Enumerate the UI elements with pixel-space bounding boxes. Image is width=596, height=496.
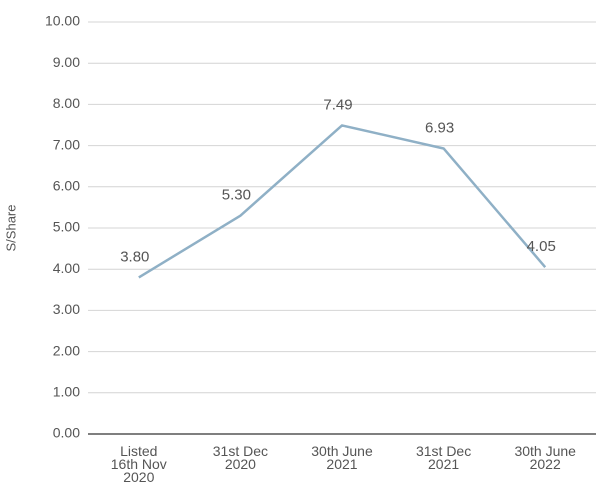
y-tick-label: 1.00 xyxy=(53,384,80,400)
x-tick-label-line: 16th Nov xyxy=(111,456,167,472)
x-tick-label: 30th June 2022 xyxy=(514,443,576,472)
y-tick-label: 3.00 xyxy=(53,301,80,317)
x-tick-label-line: 30th June xyxy=(311,443,373,459)
y-tick-label: 4.00 xyxy=(53,260,80,276)
x-tick-label-line: 2020 xyxy=(123,469,154,485)
y-tick-label: 5.00 xyxy=(53,219,80,235)
x-tick-label: Listed 16th Nov 2020 xyxy=(111,443,167,485)
line xyxy=(138,124,547,279)
x-tick-label-line: 31st Dec xyxy=(416,443,471,459)
x-tick-label-line: 2021 xyxy=(326,456,357,472)
x-tick-label-line: 2022 xyxy=(530,456,561,472)
x-tick-label: 31st Dec 2020 xyxy=(213,443,268,472)
y-tick-label: 7.00 xyxy=(53,136,80,152)
y-tick-label: 2.00 xyxy=(53,342,80,358)
y-tick-label: 0.00 xyxy=(53,425,80,441)
y-tick-label: 9.00 xyxy=(53,54,80,70)
data-label: 4.05 xyxy=(527,238,556,255)
x-tick-label-line: 2021 xyxy=(428,456,459,472)
y-tick-label: 10.00 xyxy=(45,13,80,29)
x-tick-label-line: 2020 xyxy=(225,456,256,472)
data-label: 6.93 xyxy=(425,119,454,136)
data-label: 7.49 xyxy=(323,96,352,113)
x-tick-label: 30th June 2021 xyxy=(311,443,373,472)
y-axis-label: S/Share xyxy=(3,205,18,252)
y-tick-label: 6.00 xyxy=(53,178,80,194)
x-tick-label-line: Listed xyxy=(120,443,157,459)
y-tick-label: 8.00 xyxy=(53,95,80,111)
x-tick-label: 31st Dec 2021 xyxy=(416,443,471,472)
data-label: 3.80 xyxy=(120,248,149,265)
x-tick-label-line: 30th June xyxy=(514,443,576,459)
x-tick-label-line: 31st Dec xyxy=(213,443,268,459)
data-label: 5.30 xyxy=(222,187,251,204)
